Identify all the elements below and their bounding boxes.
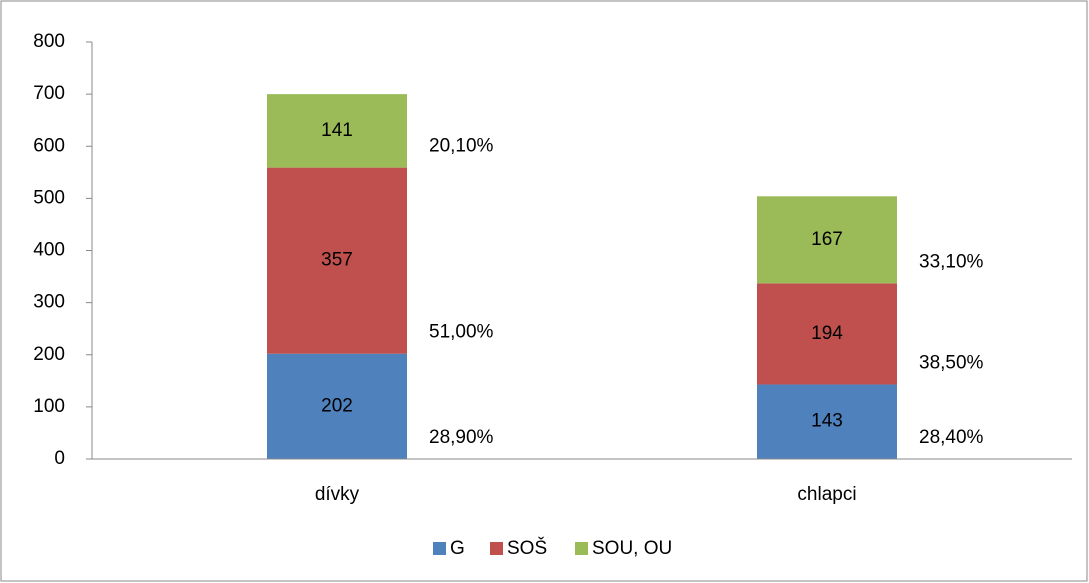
legend-swatch <box>575 542 588 555</box>
share-label: 33,10% <box>919 251 984 272</box>
legend-label: G <box>450 538 465 559</box>
share-label: 28,90% <box>429 427 494 448</box>
value-label: 357 <box>321 250 353 271</box>
legend-label: SOU, OU <box>592 538 672 559</box>
y-tick-label: 300 <box>33 292 65 313</box>
bar-segment <box>757 196 897 284</box>
bar-segment <box>267 94 407 168</box>
y-tick-label: 600 <box>33 135 65 156</box>
value-label: 194 <box>811 323 843 344</box>
bar-segment <box>757 384 897 459</box>
y-tick-label: 400 <box>33 240 65 261</box>
x-tick-label: dívky <box>315 484 360 505</box>
x-tick-label: chlapci <box>797 484 856 505</box>
legend-swatch <box>433 542 446 555</box>
value-label: 143 <box>811 411 843 432</box>
y-tick-label: 200 <box>33 344 65 365</box>
bar-segment <box>757 283 897 385</box>
share-label: 51,00% <box>429 322 494 343</box>
share-label: 20,10% <box>429 136 494 157</box>
bar-segment <box>267 167 407 354</box>
legend-label: SOŠ <box>507 537 547 559</box>
value-label: 167 <box>811 229 843 250</box>
y-tick-label: 500 <box>33 187 65 208</box>
value-label: 202 <box>321 395 353 416</box>
bar-segment <box>267 353 407 459</box>
share-label: 38,50% <box>919 352 984 373</box>
y-tick-label: 100 <box>33 396 65 417</box>
share-label: 28,40% <box>919 427 984 448</box>
y-tick-label: 0 <box>54 448 65 469</box>
y-tick-label: 800 <box>33 31 65 52</box>
value-label: 141 <box>321 120 353 141</box>
legend-swatch <box>490 542 503 555</box>
y-tick-label: 700 <box>33 83 65 104</box>
